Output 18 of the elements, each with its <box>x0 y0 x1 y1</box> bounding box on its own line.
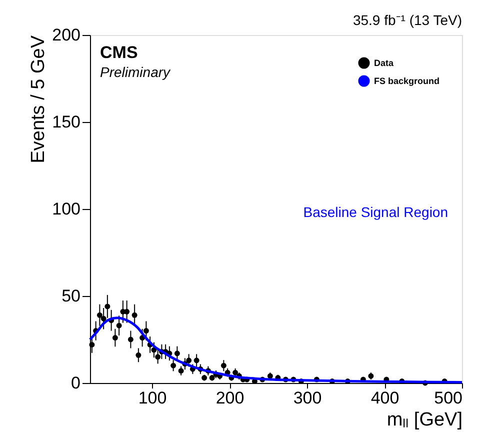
x-tick-label: 500 <box>434 388 462 408</box>
y-tick-label: 150 <box>52 112 80 132</box>
x-axis-title: mₗₗ [GeV] <box>386 410 462 430</box>
annotation: Preliminary <box>100 64 172 80</box>
x-tick-label: 100 <box>138 388 167 408</box>
text: 35.9 fb⁻¹ (13 TeV) <box>352 12 462 28</box>
x-tick-label: 400 <box>370 388 400 408</box>
y-tick-label: 200 <box>52 26 80 44</box>
y-axis-title: Events / 5 GeV <box>28 35 50 164</box>
y-tick-label: 100 <box>52 200 80 218</box>
annotation: CMS <box>100 43 138 62</box>
annotation: Baseline Signal Region <box>303 204 448 220</box>
x-tick-label: 300 <box>293 388 322 408</box>
y-tick-label: 0 <box>71 374 80 392</box>
x-tick-label: 200 <box>216 388 244 408</box>
legend-label: Data <box>374 58 394 68</box>
legend-label: FS background <box>374 76 440 86</box>
y-tick-label: 50 <box>62 286 80 306</box>
